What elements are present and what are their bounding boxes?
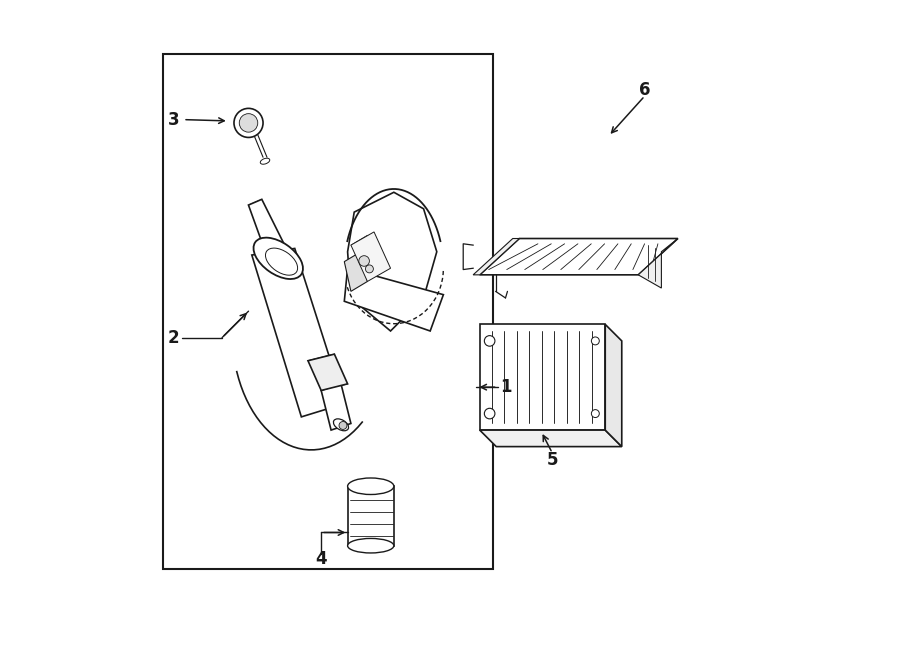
- Polygon shape: [351, 232, 391, 281]
- Polygon shape: [345, 268, 444, 331]
- Circle shape: [591, 337, 599, 345]
- Polygon shape: [347, 192, 436, 331]
- Circle shape: [365, 265, 374, 273]
- Polygon shape: [321, 384, 351, 430]
- Polygon shape: [248, 199, 284, 252]
- Text: 6: 6: [639, 81, 651, 99]
- Ellipse shape: [266, 248, 298, 275]
- Text: 2: 2: [168, 328, 180, 347]
- Polygon shape: [480, 430, 622, 447]
- Polygon shape: [480, 324, 605, 430]
- Polygon shape: [345, 252, 367, 291]
- Text: 1: 1: [500, 378, 512, 396]
- Circle shape: [239, 114, 257, 132]
- Ellipse shape: [333, 419, 348, 431]
- Polygon shape: [308, 354, 347, 391]
- Polygon shape: [347, 487, 394, 545]
- Circle shape: [234, 109, 263, 138]
- Circle shape: [484, 336, 495, 346]
- Ellipse shape: [254, 238, 303, 279]
- Text: 4: 4: [315, 550, 327, 568]
- Polygon shape: [480, 238, 678, 275]
- Circle shape: [359, 256, 369, 266]
- Circle shape: [591, 410, 599, 418]
- Ellipse shape: [347, 538, 394, 553]
- Text: 5: 5: [546, 451, 558, 469]
- Polygon shape: [252, 248, 345, 417]
- Polygon shape: [638, 238, 678, 288]
- Bar: [163, 54, 493, 569]
- Circle shape: [339, 422, 346, 430]
- Polygon shape: [473, 238, 519, 275]
- Text: 3: 3: [168, 111, 180, 128]
- Circle shape: [484, 408, 495, 419]
- Ellipse shape: [347, 478, 394, 495]
- Ellipse shape: [260, 158, 270, 164]
- Polygon shape: [605, 324, 622, 447]
